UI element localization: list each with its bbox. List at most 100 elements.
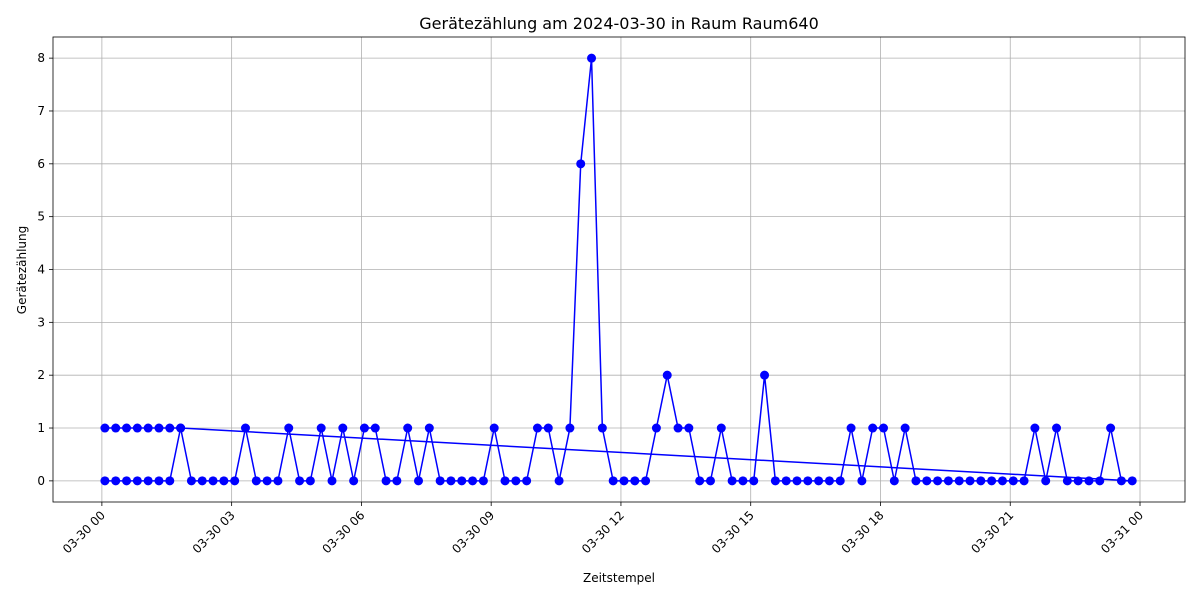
data-point — [630, 476, 640, 486]
data-point — [403, 423, 413, 433]
data-point — [197, 476, 207, 486]
data-point — [186, 476, 196, 486]
data-point — [143, 423, 153, 433]
data-point — [792, 476, 802, 486]
data-point — [251, 476, 261, 486]
y-tick-label: 3 — [37, 315, 45, 329]
data-point — [900, 423, 910, 433]
data-point — [738, 476, 748, 486]
data-point — [608, 476, 618, 486]
y-tick-label: 5 — [37, 210, 45, 224]
data-point — [641, 476, 651, 486]
data-point — [781, 476, 791, 486]
data-point — [846, 423, 856, 433]
data-point — [695, 476, 705, 486]
data-point — [100, 476, 110, 486]
data-point — [165, 476, 175, 486]
data-point — [468, 476, 478, 486]
data-point — [370, 423, 380, 433]
data-point — [165, 423, 175, 433]
y-tick-label: 4 — [37, 263, 45, 277]
data-point — [316, 423, 326, 433]
data-point — [154, 423, 164, 433]
data-point — [111, 476, 121, 486]
data-point — [489, 423, 499, 433]
y-tick-label: 2 — [37, 368, 45, 382]
data-point — [749, 476, 759, 486]
data-point — [943, 476, 953, 486]
data-point — [478, 476, 488, 486]
data-point — [424, 423, 434, 433]
data-point — [122, 423, 132, 433]
data-point — [295, 476, 305, 486]
data-point — [273, 476, 283, 486]
data-point — [1116, 476, 1126, 486]
grid — [53, 37, 1185, 502]
data-point — [879, 423, 889, 433]
data-point — [1008, 476, 1018, 486]
x-axis-label: Zeitstempel — [583, 571, 655, 585]
data-point — [446, 476, 456, 486]
data-point — [770, 476, 780, 486]
data-point — [132, 423, 142, 433]
data-point — [857, 476, 867, 486]
data-point — [1041, 476, 1051, 486]
y-tick-label: 7 — [37, 104, 45, 118]
data-point — [359, 423, 369, 433]
data-point — [111, 423, 121, 433]
data-point — [587, 53, 597, 63]
data-point — [154, 476, 164, 486]
data-point — [760, 370, 770, 380]
data-point — [262, 476, 272, 486]
y-tick-label: 1 — [37, 421, 45, 435]
data-point — [522, 476, 532, 486]
plot — [100, 53, 1137, 486]
chart-title: Gerätezählung am 2024-03-30 in Raum Raum… — [419, 14, 819, 33]
y-tick-label: 0 — [37, 474, 45, 488]
data-point — [814, 476, 824, 486]
data-point — [1052, 423, 1062, 433]
data-point — [381, 476, 391, 486]
data-point — [997, 476, 1007, 486]
data-point — [1019, 476, 1029, 486]
data-point — [889, 476, 899, 486]
data-point — [532, 423, 542, 433]
data-point — [230, 476, 240, 486]
data-point — [987, 476, 997, 486]
data-point — [1127, 476, 1137, 486]
data-point — [435, 476, 445, 486]
data-line — [104, 58, 1133, 482]
data-point — [305, 476, 315, 486]
data-point — [143, 476, 153, 486]
data-point — [284, 423, 294, 433]
data-point — [338, 423, 348, 433]
data-point — [1084, 476, 1094, 486]
data-point — [976, 476, 986, 486]
data-point — [651, 423, 661, 433]
data-point — [457, 476, 467, 486]
data-point — [576, 159, 586, 169]
data-point — [922, 476, 932, 486]
data-point — [824, 476, 834, 486]
data-point — [1030, 423, 1040, 433]
data-point — [543, 423, 553, 433]
data-point — [100, 423, 110, 433]
data-point — [684, 423, 694, 433]
data-point — [619, 476, 629, 486]
data-point — [208, 476, 218, 486]
data-point — [803, 476, 813, 486]
data-point — [414, 476, 424, 486]
y-tick-label: 8 — [37, 51, 45, 65]
y-axis-label: Gerätezählung — [15, 226, 29, 314]
data-point — [1095, 476, 1105, 486]
data-point — [716, 423, 726, 433]
data-point — [349, 476, 359, 486]
data-point — [565, 423, 575, 433]
data-point — [911, 476, 921, 486]
data-point — [727, 476, 737, 486]
data-point — [868, 423, 878, 433]
data-point — [1106, 423, 1116, 433]
